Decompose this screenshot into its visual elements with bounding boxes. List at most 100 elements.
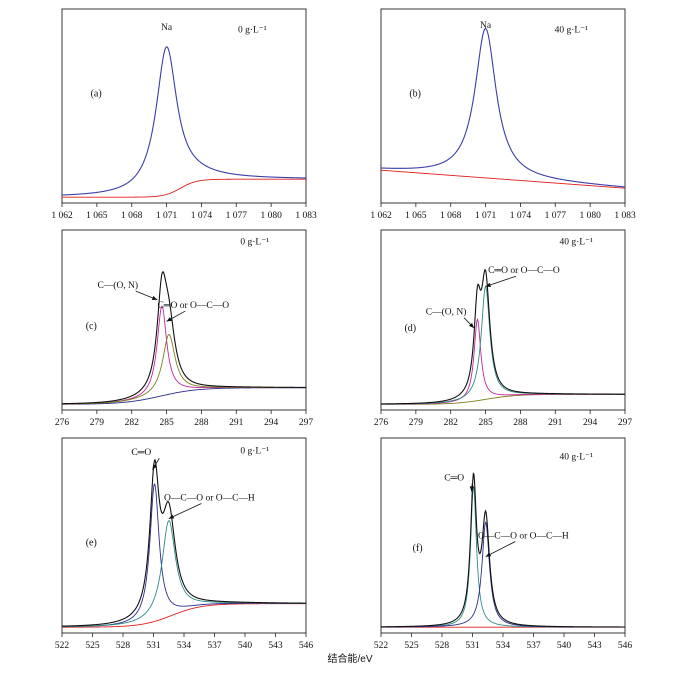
peak-annotation: O—C—O or O—C—H [478, 532, 569, 542]
x-tick-label: 1 080 [579, 211, 601, 221]
x-tick-label: 1 077 [226, 211, 248, 221]
concentration-label: 40 g·L⁻¹ [555, 25, 589, 35]
x-tick-label: 297 [299, 418, 314, 428]
plot-frame [380, 229, 626, 411]
x-axis-label: 结合能/eV [327, 652, 372, 665]
x-tick-label: 543 [268, 641, 283, 651]
peak-annotation: C—(O, N) [426, 307, 467, 318]
x-tick-label: 282 [444, 418, 459, 428]
x-tick-label: 537 [526, 641, 541, 651]
annotation-arrow-head [151, 295, 158, 300]
panel-label: (e) [86, 537, 97, 548]
series-line-envelope [61, 458, 306, 627]
x-tick-label: 1 077 [545, 211, 567, 221]
x-tick-label: 525 [85, 641, 100, 651]
x-tick-label: 1 083 [614, 211, 636, 221]
concentration-label: 0 g·L⁻¹ [240, 237, 269, 247]
panel-a: 1 062 1 065 1 068 1 071 1 074 1 077 1 080 1 083… [51, 8, 317, 221]
peak-annotation: Na [480, 21, 492, 31]
x-tick-label: 546 [618, 641, 633, 651]
x-tick-label: 1 083 [295, 211, 317, 221]
x-tick-label: 1 062 [370, 211, 392, 221]
peak-annotation: C═O [444, 474, 464, 484]
annotation-arrow-head [468, 322, 474, 328]
x-tick-label: 291 [229, 418, 244, 428]
x-tick-label: 279 [409, 418, 424, 428]
panel-label: (b) [409, 88, 421, 99]
panel-label: (f) [413, 543, 423, 554]
peak-annotation: C═O or O—C—O [157, 301, 229, 311]
panel-d: 276 279 282 285 288 291 294 297 C═O or O—C—O C—(O… [374, 229, 633, 428]
annotation-arrow-head [469, 486, 475, 492]
annotation-arrow-head [168, 514, 175, 519]
x-tick-label: 1 074 [191, 211, 213, 221]
plot-frame [380, 8, 626, 204]
peak-annotation: C═O [131, 448, 151, 458]
series-line-component [61, 483, 306, 628]
panel-label: (d) [404, 323, 416, 334]
concentration-label: 0 g·L⁻¹ [240, 447, 269, 457]
x-tick-label: 1 065 [405, 211, 427, 221]
peak-annotation: O—C—O or O—C—H [164, 493, 255, 503]
x-tick-label: 543 [587, 641, 602, 651]
x-tick-label: 276 [55, 418, 70, 428]
x-tick-label: 288 [194, 418, 209, 428]
x-tick-label: 1 071 [156, 211, 178, 221]
x-tick-label: 1 062 [51, 211, 73, 221]
series-line-envelope [61, 271, 306, 405]
concentration-label: 40 g·L⁻¹ [559, 452, 593, 462]
series-line-background [62, 387, 306, 405]
x-tick-label: 525 [404, 641, 419, 651]
x-tick-label: 279 [90, 418, 105, 428]
annotation-arrow-head [166, 317, 173, 322]
x-tick-label: 294 [583, 418, 598, 428]
x-tick-label: 285 [159, 418, 174, 428]
x-tick-label: 522 [55, 641, 70, 651]
panel-c: 276 279 282 285 288 291 294 297 C—(O, N) C═O or O… [55, 229, 314, 428]
x-tick-label: 540 [238, 641, 253, 651]
x-tick-label: 276 [374, 418, 389, 428]
annotation-arrow-line [485, 275, 517, 287]
panel-e: 522 525 528 531 534 537 540 543 546 C═O O—C—O or O… [55, 437, 314, 651]
annotation-arrow-head [485, 552, 492, 557]
x-tick-label: 546 [299, 641, 314, 651]
x-tick-label: 531 [465, 641, 480, 651]
concentration-label: 0 g·L⁻¹ [238, 25, 267, 35]
series-line-envelope [61, 46, 307, 196]
peak-annotation: Na [161, 23, 173, 33]
x-tick-label: 1 065 [86, 211, 108, 221]
panel-f: 522 525 528 531 534 537 540 543 546 C═O O—C—O or O… [374, 437, 633, 651]
series-line-component [62, 333, 307, 405]
series-line-component [381, 285, 625, 405]
series-line-envelope [381, 472, 625, 628]
x-tick-label: 534 [496, 641, 511, 651]
x-tick-label: 297 [618, 418, 633, 428]
x-tick-label: 291 [548, 418, 563, 428]
peak-annotation: C═O or O—C—O [488, 266, 560, 276]
series-line-envelope [380, 27, 626, 188]
plot-frame [61, 8, 307, 204]
x-tick-label: 528 [435, 641, 450, 651]
series-line-background [62, 178, 306, 198]
annotation-arrow-line [485, 541, 516, 557]
series-line-component [380, 317, 625, 405]
x-tick-label: 534 [177, 641, 192, 651]
annotation-arrow-head [485, 282, 492, 287]
panel-label: (c) [86, 321, 97, 332]
x-tick-label: 294 [264, 418, 279, 428]
panel-b: 1 062 1 065 1 068 1 071 1 074 1 077 1 080 1 083… [370, 8, 636, 221]
x-tick-label: 1 068 [440, 211, 462, 221]
x-tick-label: 1 068 [121, 211, 143, 221]
x-tick-label: 537 [207, 641, 222, 651]
x-tick-label: 285 [478, 418, 493, 428]
x-tick-label: 528 [116, 641, 131, 651]
series-line-component [61, 305, 306, 405]
x-tick-label: 1 080 [260, 211, 282, 221]
series-line-background [380, 169, 626, 189]
x-tick-label: 282 [125, 418, 140, 428]
x-tick-label: 1 071 [475, 211, 497, 221]
x-tick-label: 531 [146, 641, 161, 651]
x-tick-label: 1 074 [510, 211, 532, 221]
series-line-background [62, 603, 306, 628]
